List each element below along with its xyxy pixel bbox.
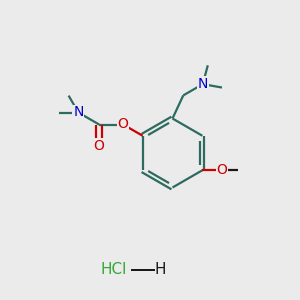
Text: H: H	[155, 262, 166, 278]
Text: O: O	[118, 118, 129, 131]
Text: N: N	[198, 77, 208, 91]
Text: N: N	[73, 106, 83, 119]
Text: O: O	[94, 139, 105, 152]
Text: HCl: HCl	[101, 262, 127, 278]
Text: O: O	[216, 163, 227, 177]
